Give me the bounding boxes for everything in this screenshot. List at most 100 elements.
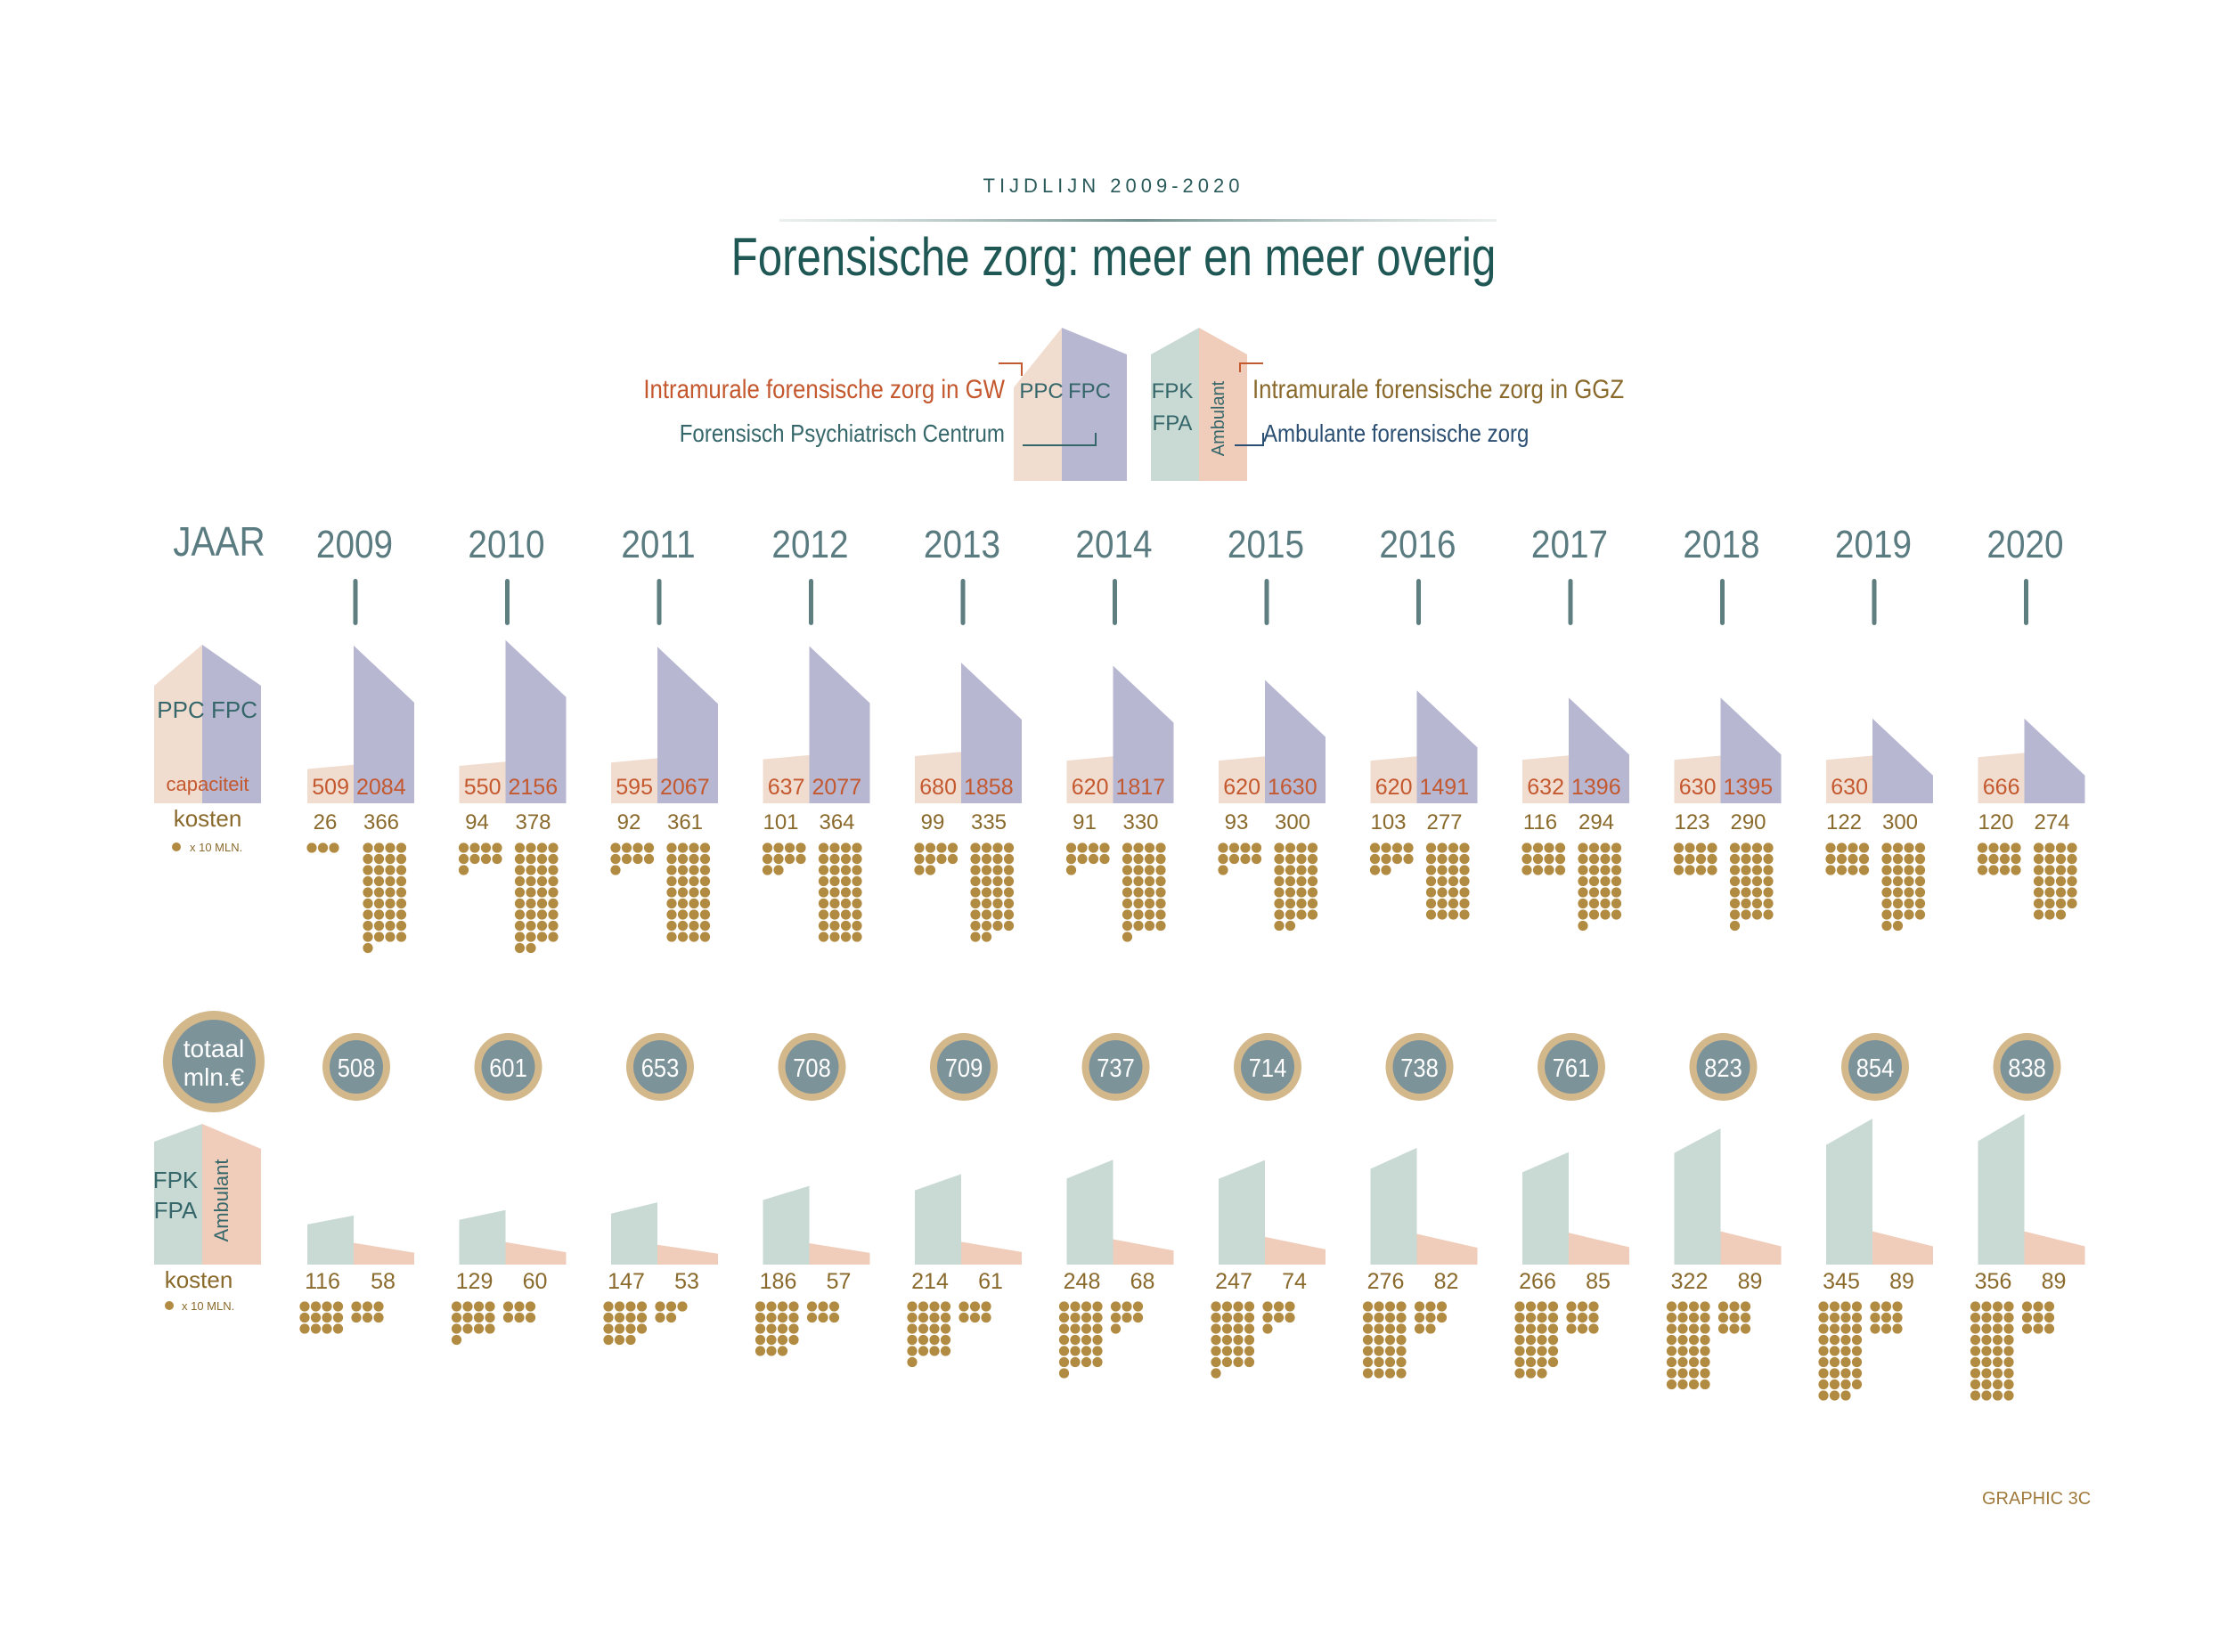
fpc-cost-coin: [1892, 909, 1904, 920]
fpc-cost-coin: [677, 909, 689, 920]
ambulant-cost-coin: [665, 1301, 677, 1312]
fpc-cost-coin: [1751, 875, 1763, 887]
fpk-cost-coin: [777, 1312, 788, 1323]
fpc-cost-coin: [992, 865, 1003, 875]
fpc-cost-coin: [1133, 909, 1144, 920]
fpk-cost-coin: [1688, 1346, 1700, 1356]
fpc-cost-coin: [1003, 909, 1015, 920]
fpc-cost-coin: [2067, 898, 2077, 909]
fpc-cost-coin: [1611, 898, 1622, 909]
fpk-cost-coin: [777, 1346, 788, 1356]
ppc-cost-coin: [306, 842, 317, 853]
fpk-cost-coin: [1233, 1312, 1244, 1323]
ambulant-shape: [961, 1241, 1022, 1265]
totaal-circle: [1392, 1040, 1447, 1094]
fpc-cost-coin: [1144, 887, 1155, 898]
fpc-cost-coin: [818, 875, 829, 887]
fpc-cost-coin: [1588, 865, 1600, 875]
fpk-cost-coin: [1384, 1301, 1396, 1312]
ambulant-cost-coin: [1436, 1301, 1448, 1312]
row-fpk-label: FPK: [153, 1167, 199, 1193]
year-label: 2012: [771, 522, 848, 566]
fpc-cost-coin: [666, 875, 677, 887]
fpc-cost-coin: [818, 909, 829, 920]
fpc-cost-coin: [548, 853, 559, 865]
ppc-cost-coin: [1977, 865, 1988, 875]
ambulant-cost-coin: [373, 1312, 384, 1323]
ppc-cost-coin: [914, 865, 925, 875]
fpc-cost-coin: [363, 875, 373, 887]
year-column-2010: 2010 550 2156 94 378 601 129 60: [451, 522, 567, 1346]
fpk-cost-coin: [1677, 1312, 1688, 1323]
fpk-cost-coin: [1070, 1323, 1081, 1334]
fpk-cost-coin: [1058, 1301, 1070, 1312]
fpk-cost-coin: [1970, 1346, 1981, 1356]
fpk-cost-coin: [1514, 1334, 1525, 1346]
ppc-cost-coin: [1077, 842, 1088, 853]
ppc-cost-coin: [1836, 842, 1848, 853]
fpk-cost-coin: [1244, 1323, 1255, 1334]
fpk-cost-coin: [1677, 1379, 1688, 1390]
ppc-cost-coin: [1999, 842, 2011, 853]
fpc-capacity-shape: [961, 663, 1022, 803]
fpk-cost-coin: [1537, 1356, 1547, 1368]
ppc-cost-coin: [480, 853, 492, 865]
fpk-cost-coin: [1547, 1312, 1559, 1323]
fpk-cost-coin: [1700, 1379, 1710, 1390]
totaal-value: 854: [1856, 1053, 1895, 1082]
fpk-cost-coin: [1677, 1334, 1688, 1346]
fpk-cost-coin: [1700, 1323, 1710, 1334]
ambulant-cost-coin: [514, 1312, 525, 1323]
ppc-cost-coin: [1999, 865, 2011, 875]
fpc-cost-coin: [1729, 898, 1741, 909]
ppc-cost-coin: [1099, 853, 1110, 865]
fpc-cost-coin: [981, 865, 992, 875]
fpk-cost-coin: [1829, 1301, 1840, 1312]
year-column-2018: 2018 630 1395 123 290 823 322 89: [1666, 522, 1782, 1390]
ambulant-cost-value: 57: [827, 1269, 852, 1294]
totaal-circle: [937, 1040, 991, 1094]
ambulant-shape: [354, 1242, 414, 1265]
fpc-cost-coin: [396, 842, 407, 853]
ppc-cost-coin: [1848, 842, 1858, 853]
year-column-2016: 2016 620 1491 103 277 738 276 82: [1362, 522, 1478, 1379]
ambulant-cost-value: 61: [978, 1269, 1003, 1294]
fpc-cost-coin: [992, 909, 1003, 920]
ppc-capacity-shape: [1066, 756, 1114, 803]
fpk-cost-coin: [1244, 1346, 1255, 1356]
fpk-cost-coin: [332, 1301, 344, 1312]
ppc-cost-value: 94: [465, 810, 489, 834]
fpc-capacity-shape: [354, 645, 414, 803]
fpk-cost-coin: [1677, 1301, 1688, 1312]
legend-ppc-shape: [1014, 328, 1062, 481]
ppc-capacity-value: 666: [1983, 775, 2020, 800]
fpc-cost-coin: [689, 865, 699, 875]
fpk-cost-coin: [1092, 1334, 1103, 1346]
fpc-cost-coin: [1155, 842, 1166, 853]
fpc-cost-coin: [970, 853, 981, 865]
fpk-cost-coin: [929, 1301, 940, 1312]
ppc-cost-coin: [1065, 853, 1077, 865]
fpc-cost-coin: [514, 842, 526, 853]
fpk-cost-coin: [1092, 1323, 1103, 1334]
fpc-cost-coin: [1763, 865, 1774, 875]
fpk-cost-coin: [788, 1323, 799, 1334]
ambulant-cost-coin: [1285, 1301, 1295, 1312]
fpk-cost-coin: [1992, 1368, 2003, 1379]
ppc-cost-coin: [1988, 853, 1999, 865]
fpc-cost-coin: [1448, 875, 1459, 887]
fpk-cost-coin: [1374, 1368, 1384, 1379]
fpc-cost-coin: [689, 920, 699, 932]
year-tick: [1720, 579, 1725, 625]
ambulant-cost-coin: [959, 1301, 969, 1312]
fpc-cost-coin: [548, 887, 559, 898]
fpc-cost-coin: [829, 887, 840, 898]
ambulant-cost-value: 85: [1586, 1269, 1611, 1294]
fpk-cost-coin: [1514, 1356, 1525, 1368]
ppc-capacity-value: 680: [919, 775, 957, 800]
fpk-cost-coin: [1981, 1334, 1992, 1346]
fpk-cost-coin: [1688, 1379, 1700, 1390]
legend-ambulant-shape: [1199, 328, 1247, 481]
fpk-cost-coin: [1547, 1356, 1559, 1368]
fpc-cost-coin: [1425, 875, 1437, 887]
